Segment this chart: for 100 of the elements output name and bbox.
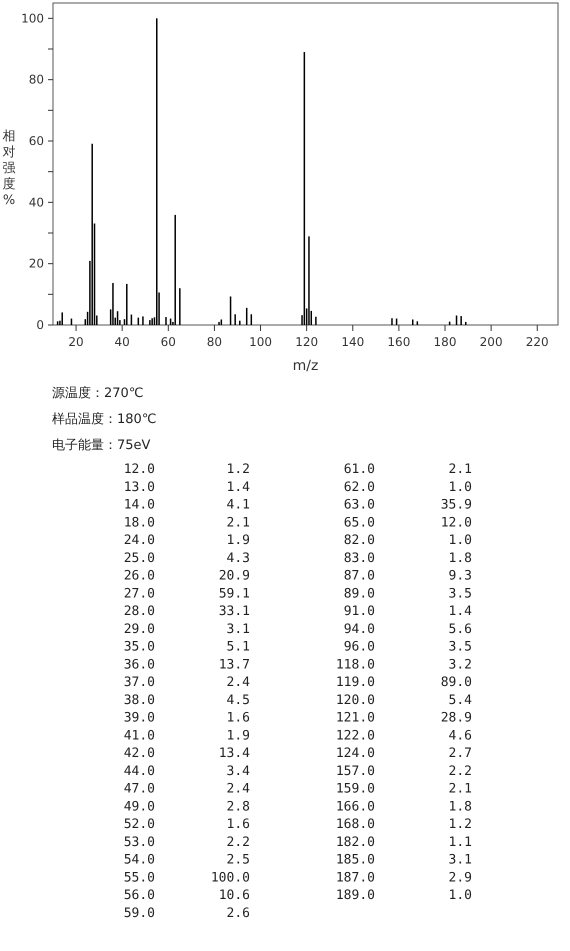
text: 24.0 <box>124 533 155 548</box>
text: 13.0 <box>124 480 155 495</box>
text: 56.0 <box>124 888 155 904</box>
text: 38.0 <box>124 692 155 708</box>
text: 41.0 <box>124 728 155 744</box>
text: 12.0 <box>124 462 155 477</box>
text: 20.9 <box>218 568 250 584</box>
text: 1.9 <box>226 533 250 548</box>
text: 2.5 <box>226 852 250 868</box>
text: 3.2 <box>448 657 472 672</box>
text: 4.1 <box>226 498 250 513</box>
text: 电子能量：75eV <box>52 438 151 453</box>
text: 39.0 <box>124 710 155 726</box>
text: 5.6 <box>448 622 472 637</box>
text: 2.1 <box>226 515 250 530</box>
y-tick-label: 60 <box>28 134 44 148</box>
x-tick-label: 140 <box>341 335 364 349</box>
text: 55.0 <box>124 870 155 886</box>
x-tick-label: 100 <box>249 335 272 349</box>
y-axis-title: 相对强度% <box>2 129 16 208</box>
text: 49.0 <box>124 799 155 814</box>
x-tick-label: 80 <box>206 335 222 349</box>
text: 47.0 <box>124 782 155 797</box>
text: 2.1 <box>448 462 472 477</box>
text: 1.0 <box>448 480 472 495</box>
text: 2.4 <box>226 675 250 690</box>
text: 18.0 <box>124 515 155 530</box>
x-tick-label: 40 <box>114 335 130 349</box>
text: 1.4 <box>226 480 250 495</box>
text: 63.0 <box>344 498 375 513</box>
text: 4.3 <box>226 550 250 566</box>
text: 4.6 <box>448 728 472 744</box>
text: 2.6 <box>226 906 250 921</box>
y-tick-label: 0 <box>36 318 44 332</box>
text: 52.0 <box>124 817 155 832</box>
text: 1.2 <box>448 817 472 832</box>
y-tick-label: 100 <box>21 11 44 26</box>
text: 157.0 <box>336 764 375 779</box>
text: 42.0 <box>124 746 155 762</box>
text: 82.0 <box>344 533 375 548</box>
text: 2.2 <box>448 764 472 779</box>
text: 1.1 <box>448 834 472 850</box>
text: 121.0 <box>336 710 375 726</box>
text: 3.4 <box>226 764 250 779</box>
text: 3.1 <box>226 622 250 637</box>
text: 59.0 <box>124 906 155 921</box>
text: 89.0 <box>344 586 375 602</box>
text: 25.0 <box>124 550 155 566</box>
text: 26.0 <box>124 568 155 584</box>
text: 168.0 <box>336 817 375 832</box>
text: 5.4 <box>448 692 472 708</box>
text: 37.0 <box>124 675 155 690</box>
text: 28.0 <box>124 604 155 620</box>
text: 9.3 <box>448 568 472 584</box>
text: 1.6 <box>226 710 250 726</box>
x-axis-title: m/z <box>292 358 318 374</box>
text: 2.8 <box>226 799 250 814</box>
text: 87.0 <box>344 568 375 584</box>
text: 2.9 <box>448 870 472 886</box>
text: 44.0 <box>124 764 155 779</box>
text: 185.0 <box>336 852 375 868</box>
text: 3.5 <box>448 586 472 602</box>
text: 源温度：270℃ <box>52 385 144 401</box>
x-tick-label: 60 <box>160 335 176 349</box>
text: 189.0 <box>336 888 375 904</box>
x-tick-label: 120 <box>295 335 318 349</box>
text: 119.0 <box>336 675 375 690</box>
text: 124.0 <box>336 746 375 762</box>
text: 2.1 <box>448 782 472 797</box>
text: 3.1 <box>448 852 472 868</box>
text: 35.9 <box>440 498 472 513</box>
text: 36.0 <box>124 657 155 672</box>
text: 120.0 <box>336 692 375 708</box>
text: 89.0 <box>440 675 472 690</box>
text: 35.0 <box>124 640 155 655</box>
text: 1.8 <box>448 550 472 566</box>
text: 3.5 <box>448 640 472 655</box>
text: 2.7 <box>448 746 472 762</box>
text: 59.1 <box>218 586 250 602</box>
text: 12.0 <box>440 515 472 530</box>
text: 61.0 <box>344 462 375 477</box>
text: 29.0 <box>124 622 155 637</box>
text: 13.7 <box>218 657 250 672</box>
text: 10.6 <box>218 888 250 904</box>
text: 1.0 <box>448 533 472 548</box>
text: 1.6 <box>226 817 250 832</box>
text: 182.0 <box>336 834 375 850</box>
text: 13.4 <box>218 746 250 762</box>
x-tick-label: 200 <box>480 335 503 349</box>
text: 5.1 <box>226 640 250 655</box>
text: 54.0 <box>124 852 155 868</box>
text: 1.9 <box>226 728 250 744</box>
text: 1.0 <box>448 888 472 904</box>
text: 33.1 <box>218 604 250 620</box>
text: 159.0 <box>336 782 375 797</box>
text: 166.0 <box>336 799 375 814</box>
text: 1.8 <box>448 799 472 814</box>
x-tick-label: 180 <box>434 335 456 349</box>
text: 28.9 <box>440 710 472 726</box>
text: 100.0 <box>210 870 250 886</box>
